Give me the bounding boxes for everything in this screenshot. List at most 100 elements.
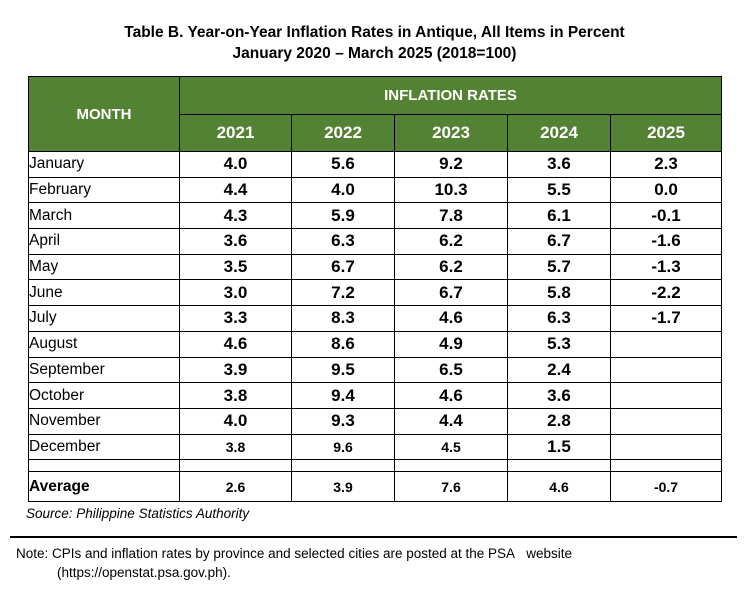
month-cell: October [28,382,180,409]
rate-cell: 2.3 [609,151,723,178]
rate-cell: 6.7 [507,228,611,255]
average-cell: -0.7 [609,471,723,503]
rate-cell: 5.7 [507,253,611,281]
rate-cell: 4.6 [394,305,508,332]
rate-cell: 9.6 [291,433,395,461]
rate-cell [609,433,723,461]
month-cell: April [28,228,180,255]
month-cell: December [28,433,180,461]
rate-cell: 3.8 [179,382,292,409]
table-row: October 3.8 9.4 4.6 3.6 [28,382,723,409]
rate-cell: 5.8 [507,279,611,307]
rate-cell: 3.5 [179,253,292,281]
table-row: November 4.0 9.3 4.4 2.8 [28,407,723,435]
rate-cell: 3.6 [179,228,292,255]
average-cell: 2.6 [179,471,292,503]
average-cell: 4.6 [507,471,611,503]
footnote: Note: CPIs and inflation rates by provin… [16,544,736,582]
rate-cell: 10.3 [394,176,508,204]
table-row: July 3.3 8.3 4.6 6.3 -1.7 [28,305,723,332]
month-cell: February [28,176,180,204]
month-cell: July [28,305,180,332]
inflation-rates-header: INFLATION RATES [178,76,723,115]
title-line-2: January 2020 – March 2025 (2018=100) [232,45,517,62]
year-header-2024: 2024 [507,114,611,152]
rate-cell: 8.6 [291,330,395,358]
average-row: Average 2.6 3.9 7.6 4.6 -0.7 [28,471,723,503]
rate-cell: 3.6 [507,151,611,178]
rate-cell: -1.6 [609,228,723,255]
rate-cell: 3.0 [179,279,292,307]
divider [10,536,737,538]
year-header-2021: 2021 [179,114,292,152]
rate-cell [609,330,723,358]
rate-cell: 6.2 [394,253,508,281]
month-cell: March [28,202,180,230]
year-header-2025: 2025 [609,114,723,152]
average-label: Average [28,471,180,503]
rate-cell: 4.4 [179,176,292,204]
month-cell: November [28,407,180,435]
rate-cell: 3.8 [179,433,292,461]
rate-cell: 7.8 [394,202,508,230]
rate-cell: 2.4 [507,356,611,384]
rate-cell: 0.0 [609,176,723,204]
rate-cell: 6.7 [394,279,508,307]
rate-cell: 6.2 [394,228,508,255]
rate-cell: 4.0 [291,176,395,204]
rate-cell: 9.2 [394,151,508,178]
rate-cell: 6.7 [291,253,395,281]
rate-cell: 4.6 [179,330,292,358]
rate-cell: 5.6 [291,151,395,178]
rate-cell: -0.1 [609,202,723,230]
rate-cell [609,356,723,384]
table-row: December 3.8 9.6 4.5 1.5 [28,433,723,461]
rate-cell: 3.6 [507,382,611,409]
rate-cell: 4.0 [179,151,292,178]
year-header-2023: 2023 [394,114,508,152]
rate-cell: -1.7 [609,305,723,332]
rate-cell: 4.5 [394,433,508,461]
rate-cell: 3.3 [179,305,292,332]
rate-cell: 4.3 [179,202,292,230]
rate-cell: -1.3 [609,253,723,281]
month-cell: June [28,279,180,307]
title-line-1: Table B. Year-on-Year Inflation Rates in… [124,24,625,41]
inflation-table: MONTH INFLATION RATES 2021 2022 2023 202… [28,76,723,503]
rate-cell [609,407,723,435]
table-row: June 3.0 7.2 6.7 5.8 -2.2 [28,279,723,307]
rate-cell: 1.5 [507,433,611,461]
rate-cell: 6.5 [394,356,508,384]
rate-cell: 6.3 [507,305,611,332]
table-row: March 4.3 5.9 7.8 6.1 -0.1 [28,202,723,230]
average-cell: 7.6 [394,471,508,503]
average-cell: 3.9 [291,471,395,503]
rate-cell: 5.9 [291,202,395,230]
rate-cell: 2.8 [507,407,611,435]
rate-cell: -2.2 [609,279,723,307]
rate-cell: 7.2 [291,279,395,307]
rate-cell: 4.0 [179,407,292,435]
table-row: April 3.6 6.3 6.2 6.7 -1.6 [28,228,723,255]
month-cell: September [28,356,180,384]
table-row: February 4.4 4.0 10.3 5.5 0.0 [28,176,723,204]
rate-cell: 6.3 [291,228,395,255]
footnote-line-2: (https://openstat.psa.gov.ph). [57,565,231,580]
rate-cell: 8.3 [291,305,395,332]
month-cell: January [28,151,180,178]
rate-cell [609,382,723,409]
month-cell: August [28,330,180,358]
rate-cell: 9.4 [291,382,395,409]
rate-cell: 5.5 [507,176,611,204]
year-header-2022: 2022 [291,114,395,152]
rate-cell: 4.4 [394,407,508,435]
rate-cell: 9.5 [291,356,395,384]
rate-cell: 6.1 [507,202,611,230]
rate-cell: 4.9 [394,330,508,358]
rate-cell: 4.6 [394,382,508,409]
rate-cell: 3.9 [179,356,292,384]
rate-cell: 5.3 [507,330,611,358]
month-cell: May [28,253,180,281]
table-row: January 4.0 5.6 9.2 3.6 2.3 [28,151,723,178]
spacer-row [28,459,723,473]
